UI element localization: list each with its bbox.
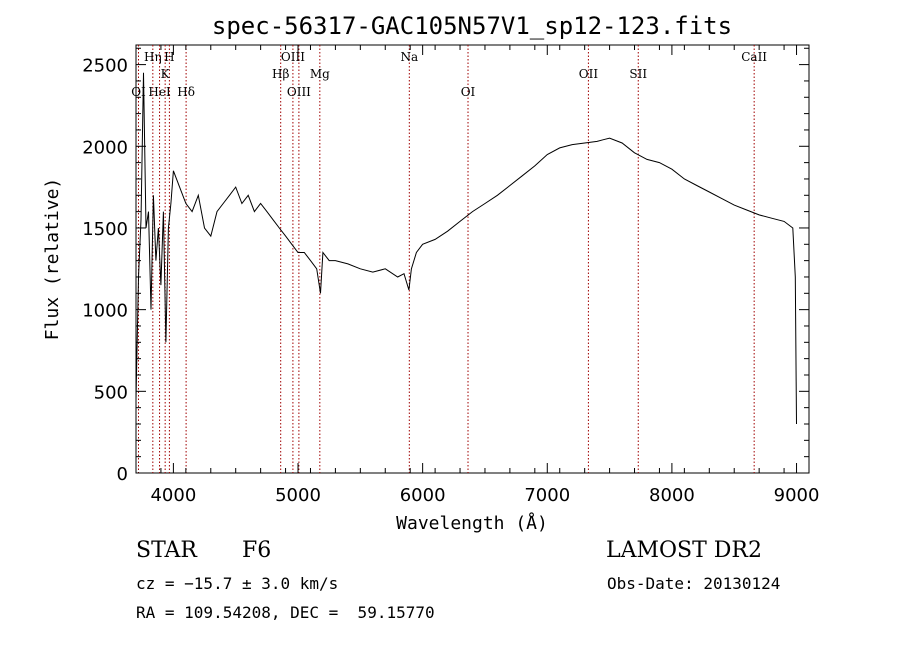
x-tick-label-0: 4000 <box>150 485 196 506</box>
marker-label-0: OI <box>131 85 146 99</box>
y-tick-label-0: 0 <box>117 464 128 485</box>
coordinates: RA = 109.54208, DEC = 59.15770 <box>136 603 435 622</box>
marker-label-13: SII <box>629 67 647 81</box>
y-axis-label: Flux (relative) <box>42 178 63 341</box>
survey-name: LAMOST DR2 <box>606 538 762 563</box>
redshift-velocity: cz = −15.7 ± 3.0 km/s <box>136 574 339 593</box>
marker-label-11: OI <box>461 85 476 99</box>
marker-label-10: Na <box>400 50 418 64</box>
marker-label-3: H <box>164 50 174 64</box>
y-tick-label-5: 2500 <box>82 56 128 77</box>
marker-label-7: OIII <box>281 50 305 64</box>
spectrum-chart: spec-56317-GAC105N57V1_sp12-123.fits OIH… <box>42 12 820 534</box>
x-tick-label-3: 7000 <box>524 485 570 506</box>
marker-label-4: K <box>161 67 171 81</box>
x-tick-label-5: 9000 <box>774 485 820 506</box>
y-axis-ticks: 0 500 1000 1500 2000 2500 <box>82 47 809 485</box>
y-tick-label-4: 2000 <box>82 137 128 158</box>
marker-label-12: OII <box>579 67 599 81</box>
object-subclass: F6 <box>242 538 272 563</box>
x-axis-label: Wavelength (Å) <box>396 512 548 534</box>
marker-label-5: Hδ <box>177 85 195 99</box>
line-markers: OI Hη HeI HK Hδ Hβ OIII OIII Mg Na OI OII SII CaII <box>131 45 767 473</box>
observation-date: Obs-Date: 20130124 <box>607 574 781 593</box>
marker-label-14: CaII <box>741 50 767 64</box>
spectrum-line <box>135 72 797 425</box>
plot-frame <box>135 44 810 474</box>
marker-label-9: Mg <box>310 67 330 81</box>
object-class: STAR <box>136 538 197 563</box>
chart-title: spec-56317-GAC105N57V1_sp12-123.fits <box>212 12 732 40</box>
y-tick-label-2: 1000 <box>82 301 128 322</box>
marker-label-8: OIII <box>287 85 311 99</box>
marker-label-2: HeI <box>148 85 171 99</box>
x-tick-label-2: 6000 <box>400 485 446 506</box>
x-tick-label-1: 5000 <box>275 485 321 506</box>
x-axis-ticks: 4000 5000 6000 7000 8000 9000 <box>135 45 820 506</box>
x-tick-label-4: 8000 <box>649 485 695 506</box>
y-tick-label-3: 1500 <box>82 219 128 240</box>
marker-label-1: Hη <box>144 50 162 64</box>
y-tick-label-1: 500 <box>94 382 128 403</box>
marker-label-6: Hβ <box>272 67 289 81</box>
